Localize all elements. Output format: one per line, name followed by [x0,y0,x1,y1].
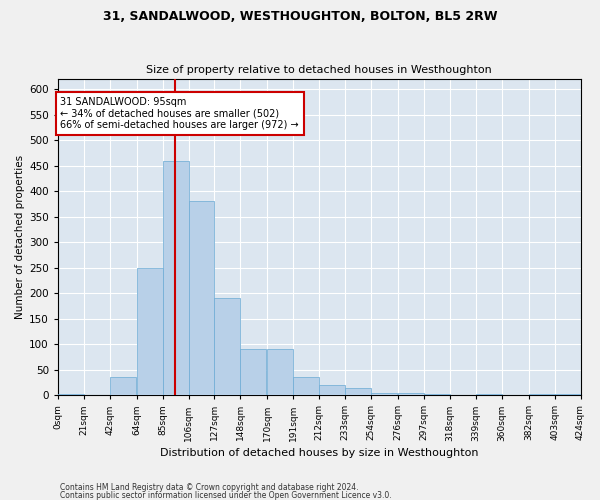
Bar [268,350,293,395]
Title: Size of property relative to detached houses in Westhoughton: Size of property relative to detached ho… [146,66,492,76]
Text: 31, SANDALWOOD, WESTHOUGHTON, BOLTON, BL5 2RW: 31, SANDALWOOD, WESTHOUGHTON, BOLTON, BL… [103,10,497,23]
Bar [424,394,450,395]
Bar [241,350,266,395]
Bar [188,202,214,395]
Text: 31 SANDALWOOD: 95sqm
← 34% of detached houses are smaller (502)
66% of semi-deta: 31 SANDALWOOD: 95sqm ← 34% of detached h… [61,97,299,130]
Bar [163,160,188,395]
Bar [58,394,84,395]
Bar [319,385,345,395]
Bar [293,378,319,395]
Bar [110,378,136,395]
Text: Contains HM Land Registry data © Crown copyright and database right 2024.: Contains HM Land Registry data © Crown c… [60,484,359,492]
Bar [554,394,580,395]
Bar [529,394,554,395]
X-axis label: Distribution of detached houses by size in Westhoughton: Distribution of detached houses by size … [160,448,478,458]
Bar [137,268,163,395]
Y-axis label: Number of detached properties: Number of detached properties [15,155,25,319]
Bar [476,394,502,395]
Bar [214,298,241,395]
Bar [398,392,424,395]
Bar [345,388,371,395]
Text: Contains public sector information licensed under the Open Government Licence v3: Contains public sector information licen… [60,490,392,500]
Bar [371,392,397,395]
